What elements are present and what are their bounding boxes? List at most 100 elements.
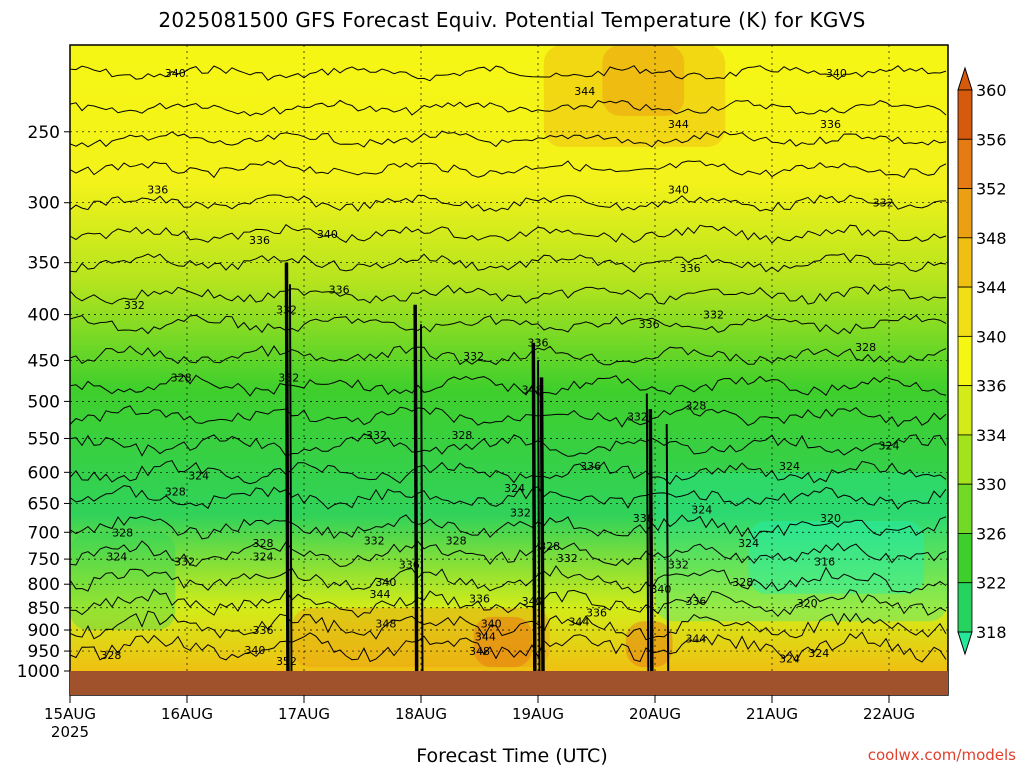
- contour-label: 336: [147, 184, 168, 197]
- convective-spike: [531, 342, 537, 671]
- x-tick-label: 20AUG: [629, 705, 681, 723]
- convective-spike: [288, 284, 293, 671]
- convective-spike: [665, 424, 670, 671]
- x-tick-label: 22AUG: [863, 705, 915, 723]
- contour-label: 324: [253, 551, 274, 564]
- colorbar-label: 334: [976, 426, 1007, 445]
- x-tick-year-label: 2025: [51, 723, 89, 741]
- contour-label: 344: [574, 85, 595, 98]
- y-tick-label: 950: [28, 642, 60, 662]
- colorbar-label: 336: [976, 377, 1007, 396]
- contour-line: [70, 253, 947, 273]
- contour-line: [70, 514, 947, 541]
- contour-line: [70, 588, 947, 618]
- colorbar-arrow-bottom: [957, 631, 973, 656]
- y-tick-label: 250: [28, 123, 60, 143]
- contour-label: 328: [100, 649, 121, 662]
- contour-label: 332: [703, 309, 724, 322]
- contour-line: [70, 433, 947, 457]
- y-tick-label: 900: [28, 621, 60, 641]
- theta-e-patch: [748, 520, 925, 594]
- convective-spike: [539, 377, 545, 671]
- contour-label: 332: [364, 535, 385, 548]
- contour-label: 336: [685, 595, 706, 608]
- contour-label: 332: [124, 299, 145, 312]
- contour-line: [70, 130, 947, 148]
- convective-spike: [284, 262, 290, 671]
- colorbar-label: 330: [976, 475, 1007, 494]
- colorbar-label: 356: [976, 130, 1007, 149]
- y-tick-label: 350: [28, 254, 60, 274]
- contour-label: 344: [370, 588, 391, 601]
- contour-label: 340: [522, 595, 543, 608]
- x-tick-label: 19AUG: [512, 705, 564, 723]
- colorbar-label: 318: [976, 623, 1007, 642]
- contour-label: 328: [171, 371, 192, 384]
- contour-label: 336: [633, 512, 654, 525]
- contour-label: 328: [253, 537, 274, 550]
- contour-label: 320: [820, 512, 841, 525]
- colorbar-swatch: [957, 582, 973, 633]
- convective-spike: [413, 304, 419, 671]
- contour-line: [70, 224, 947, 244]
- y-tick-label: 850: [28, 599, 60, 619]
- contour-line: [70, 194, 947, 212]
- colorbar-swatch: [957, 385, 973, 436]
- contour-label: 344: [568, 615, 589, 628]
- x-tick-label: 21AUG: [746, 705, 798, 723]
- contour-line: [70, 314, 947, 335]
- contour-label: 340: [668, 184, 689, 197]
- x-tick-label: 17AUG: [278, 705, 330, 723]
- contour-label: 324: [504, 482, 525, 495]
- y-tick-label: 750: [28, 550, 60, 570]
- y-tick-label: 800: [28, 575, 60, 595]
- theta-e-patch: [70, 532, 176, 631]
- theta-e-patch: [602, 45, 685, 116]
- y-tick-label: 1000: [17, 662, 60, 682]
- contour-label: 324: [779, 460, 800, 473]
- contour-label: 340: [481, 617, 502, 630]
- colorbar-swatch: [957, 188, 973, 239]
- contour-label: 348: [522, 384, 543, 397]
- contour-label: 336: [528, 337, 549, 350]
- colorbar-swatch: [957, 89, 973, 140]
- contour-label: 328: [732, 576, 753, 589]
- contour-label: 332: [510, 506, 531, 519]
- contour-label: 332: [276, 304, 297, 317]
- contour-label: 336: [253, 624, 274, 637]
- colorbar-label: 326: [976, 524, 1007, 543]
- contour-label: 336: [680, 262, 701, 275]
- contour-label: 328: [685, 399, 706, 412]
- contour-label: 332: [627, 411, 648, 424]
- contour-label: 332: [668, 558, 689, 571]
- colorbar-swatch: [957, 335, 973, 387]
- contour-label: 324: [188, 470, 209, 483]
- y-tick-label: 400: [28, 306, 60, 326]
- contour-label: 324: [808, 647, 829, 660]
- y-tick-label: 300: [28, 194, 60, 214]
- contour-label: 336: [586, 606, 607, 619]
- contour-label: 348: [375, 617, 396, 630]
- contour-label: 328: [855, 341, 876, 354]
- contour-label: 336: [639, 318, 660, 331]
- colorbar-arrow-top: [957, 66, 973, 91]
- y-tick-label: 700: [28, 523, 60, 543]
- colorbar-swatch: [957, 434, 973, 485]
- contour-label: 344: [475, 630, 496, 643]
- contour-label: 328: [451, 429, 472, 442]
- contour-line: [70, 460, 947, 485]
- contour-label: 340: [650, 583, 671, 596]
- contour-line: [70, 374, 947, 397]
- contour-label: 340: [375, 576, 396, 589]
- x-tick-label: 15AUG: [44, 705, 96, 723]
- credit-text: coolwx.com/models: [867, 746, 1016, 764]
- contour-label: 336: [399, 558, 420, 571]
- contour-line: [70, 65, 947, 82]
- contour-label: 336: [820, 118, 841, 131]
- chart-title: 2025081500 GFS Forecast Equiv. Potential…: [158, 8, 866, 32]
- contour-label: 344: [685, 633, 706, 646]
- colorbar-swatch: [957, 483, 973, 534]
- contour-label: 336: [249, 234, 270, 247]
- contour-line: [70, 565, 947, 594]
- contour-line: [70, 540, 947, 568]
